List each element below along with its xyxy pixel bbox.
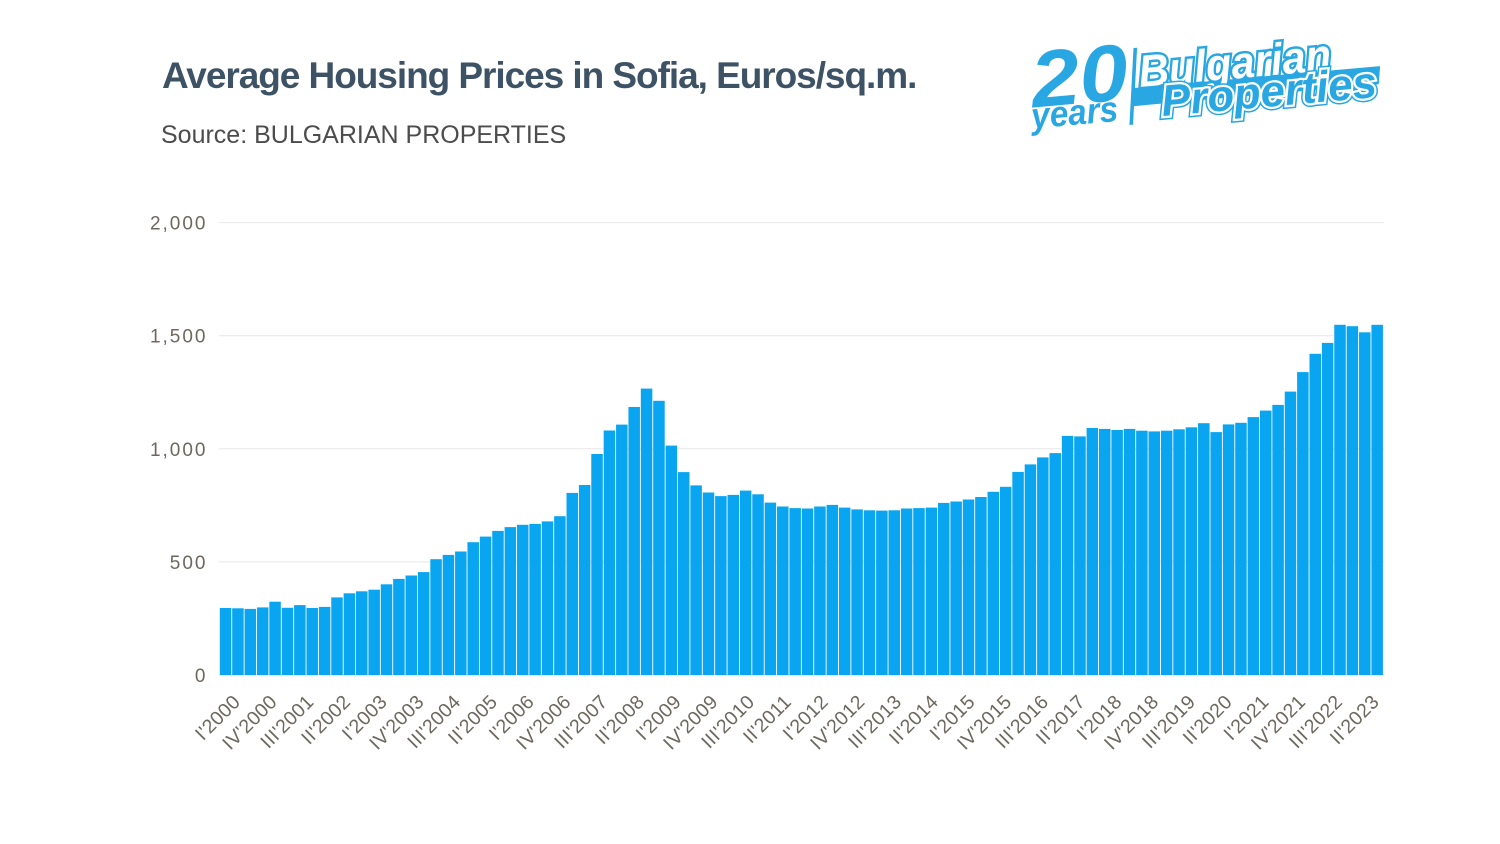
svg-text:years: years xyxy=(1027,88,1119,137)
svg-text:2,000: 2,000 xyxy=(150,214,208,235)
svg-text:500: 500 xyxy=(170,553,208,574)
svg-text:20: 20 xyxy=(1025,27,1132,124)
svg-text:1,500: 1,500 xyxy=(150,327,208,348)
svg-text:0: 0 xyxy=(195,666,208,687)
svg-text:1,000: 1,000 xyxy=(150,440,208,461)
